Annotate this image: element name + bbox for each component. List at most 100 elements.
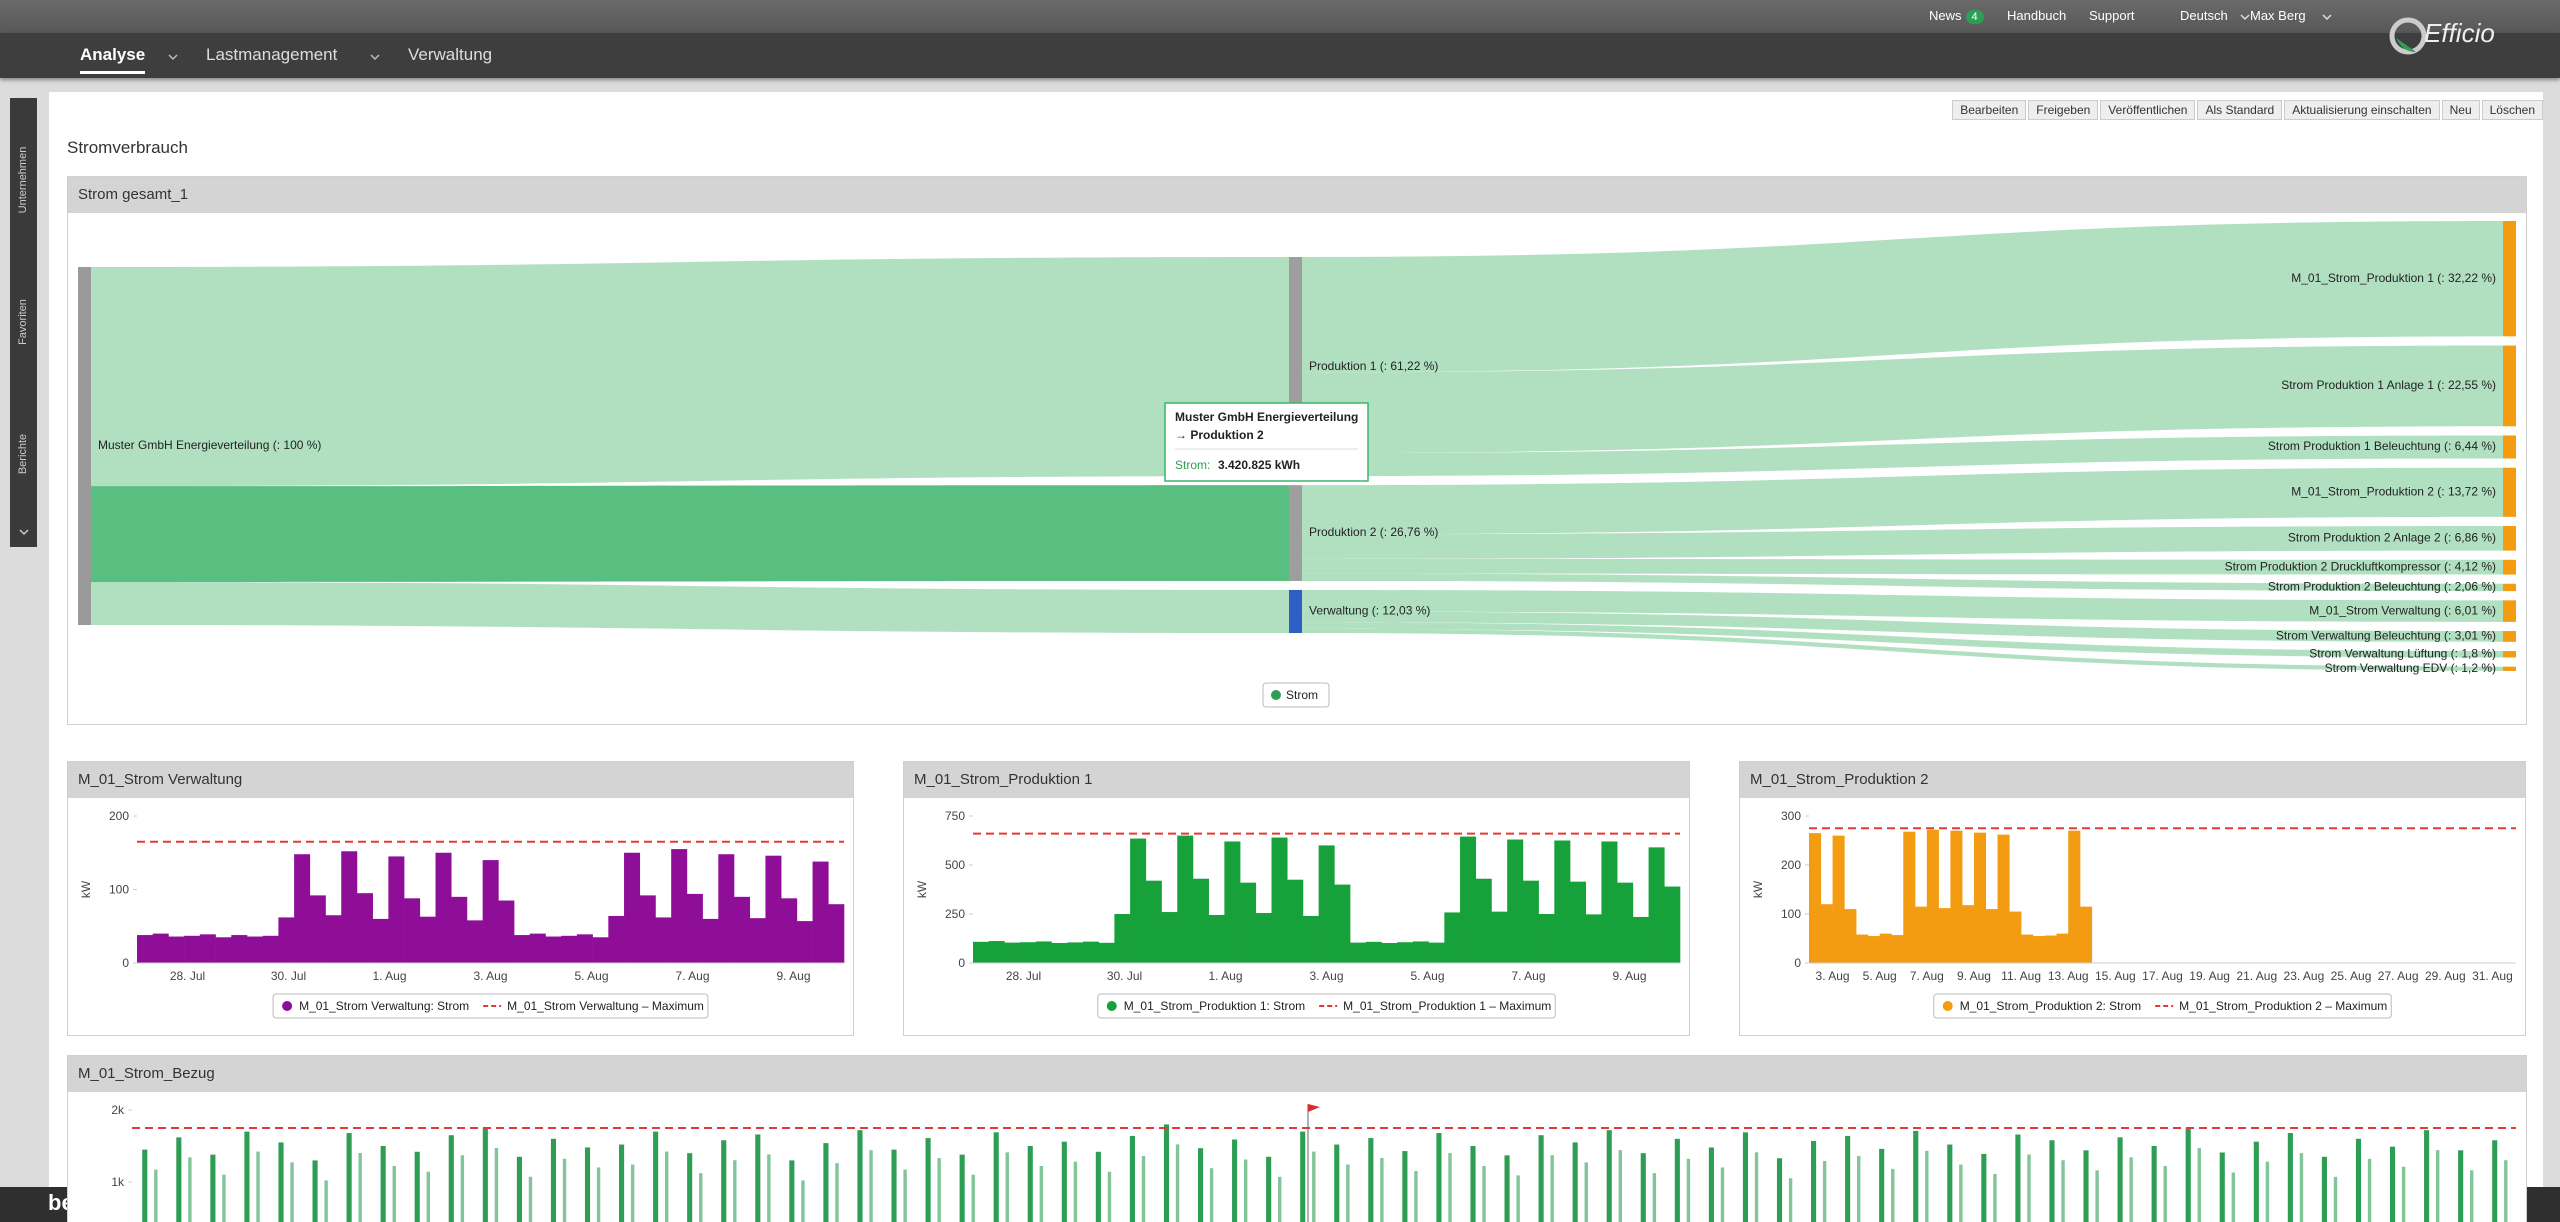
sankey-node: [2503, 221, 2516, 337]
bar-shadow: [1686, 1158, 1691, 1222]
node-label: Strom Verwaltung EDV (: 1,2 %): [2325, 661, 2496, 675]
toolbar-button[interactable]: Als Standard: [2197, 100, 2283, 120]
toolbar-button[interactable]: Neu: [2441, 100, 2480, 120]
bar: [152, 933, 169, 963]
bar: [1832, 835, 1845, 963]
legend[interactable]: M_01_Strom Verwaltung: Strom M_01_Strom V…: [272, 993, 709, 1019]
bar-shadow: [1278, 1176, 1282, 1222]
bar-shadow: [2470, 1170, 2474, 1222]
caret: [2240, 14, 2250, 21]
sankey-link: [1302, 345, 2503, 454]
bar: [1368, 1138, 1374, 1222]
bar-shadow: [1380, 1158, 1384, 1222]
sankey-node: [2503, 651, 2516, 658]
bar: [1402, 1151, 1408, 1222]
bar: [749, 918, 766, 963]
panel-title: Strom gesamt_1: [68, 177, 2526, 213]
bar-shadow: [1856, 1155, 1861, 1222]
nav-item[interactable]: Analyse: [80, 45, 146, 74]
legend-label: Strom: [1286, 688, 1318, 702]
nav-item[interactable]: Verwaltung: [408, 45, 493, 64]
bar-shadow: [392, 1166, 396, 1222]
bar: [2117, 1137, 2123, 1222]
bar-shadow: [1959, 1164, 1963, 1222]
sidebar-tab[interactable]: Favoriten: [17, 299, 29, 345]
legend[interactable]: Strom: [1262, 682, 1330, 708]
sidebar-tab[interactable]: Berichte: [17, 433, 29, 475]
x-tick-label: 19. Aug: [2189, 969, 2230, 983]
bar-shadow: [1039, 1166, 1044, 1222]
sankey-link: [91, 485, 1289, 582]
bar: [608, 915, 625, 963]
toolbar-button[interactable]: Bearbeiten: [1952, 100, 2027, 120]
bar-shadow: [2401, 1166, 2406, 1222]
sankey-node: [2503, 666, 2516, 671]
bar-shadow: [562, 1158, 567, 1222]
legend[interactable]: M_01_Strom_Produktion 1: Strom M_01_Strom…: [1097, 993, 1556, 1019]
bar-shadow: [1482, 1166, 1486, 1222]
bar: [973, 941, 990, 963]
bar: [624, 852, 641, 963]
y-tick-label: 100: [109, 883, 129, 897]
bar: [1950, 830, 1963, 963]
bar: [1809, 833, 1822, 963]
sankey-node: [2503, 583, 2516, 592]
x-tick-label: 27. Aug: [2378, 969, 2419, 983]
toolbar-button[interactable]: Veröffentlichen: [2100, 100, 2196, 120]
toolbar-button[interactable]: Löschen: [2481, 100, 2543, 120]
bar: [466, 920, 483, 963]
bar-shadow: [2504, 1160, 2508, 1222]
sankey-link: [91, 257, 1289, 487]
legend-label: M_01_Strom_Produktion 1: Strom: [1124, 999, 1305, 1013]
top-link[interactable]: Handbuch: [2007, 8, 2067, 23]
y-tick-label: 500: [945, 858, 965, 872]
top-link[interactable]: Deutsch: [2180, 8, 2228, 23]
x-tick-label: 28. Jul: [1006, 969, 1041, 983]
legend-dot: [1271, 690, 1281, 700]
bar: [1640, 1153, 1646, 1222]
bar: [278, 1142, 284, 1222]
top-link[interactable]: Support: [2089, 8, 2135, 23]
legend[interactable]: M_01_Strom_Produktion 2: Strom M_01_Strom…: [1933, 993, 2392, 1019]
bar-shadow: [1073, 1161, 1078, 1222]
x-tick-label: 5. Aug: [1863, 969, 1897, 983]
bar: [823, 1143, 829, 1222]
bar: [2492, 1140, 2498, 1222]
x-tick-label: 1. Aug: [1208, 969, 1242, 983]
sidebar-tab[interactable]: Unternehmen: [17, 146, 29, 214]
chart-panel: M_01_Strom_Produktion 2 kW 0 100 200 300 3. Au…: [1739, 761, 2526, 1036]
bar: [2287, 1133, 2293, 1222]
node-label: M_01_Strom_Produktion 1 (: 32,22 %): [2291, 271, 2496, 285]
news-link[interactable]: News 4: [1929, 8, 1984, 24]
top-link[interactable]: Max Berg: [2250, 8, 2306, 23]
bar: [1061, 1141, 1067, 1222]
bar: [1708, 1147, 1714, 1222]
bar: [1287, 879, 1304, 963]
chart-panel: M_01_Strom_Produktion 1 kW 0 250 500 750 28. J…: [903, 761, 1690, 1036]
x-tick-label: 7. Aug: [1910, 969, 1944, 983]
y-tick-label: 750: [945, 809, 965, 823]
legend-label: M_01_Strom Verwaltung: Strom: [299, 999, 469, 1013]
logo: Efficio: [2388, 14, 2528, 58]
sankey-node: [2503, 631, 2516, 642]
legend-label: M_01_Strom_Produktion 2 – Maximum: [2179, 999, 2387, 1013]
time-chart: kW 0 100 200 300 3. Aug 5. Aug 7. Aug 9. Aug 11. …: [1751, 809, 2516, 1019]
bar-shadow: [528, 1176, 533, 1222]
bar: [514, 935, 531, 963]
bar: [388, 856, 405, 963]
toolbar-button[interactable]: Freigeben: [2028, 100, 2099, 120]
bar: [2253, 1141, 2259, 1222]
bar: [419, 916, 436, 963]
toolbar-button[interactable]: Aktualisierung einschalten: [2284, 100, 2440, 120]
bar: [262, 935, 279, 963]
y-tick-label: 1k: [111, 1175, 125, 1189]
bar: [176, 1137, 182, 1222]
bar: [584, 1147, 591, 1222]
bar: [294, 854, 311, 963]
tooltip-subtitle: → Produktion 2: [1175, 428, 1264, 442]
x-tick-label: 9. Aug: [1957, 969, 1991, 983]
nav-item[interactable]: Lastmanagement: [206, 45, 338, 64]
x-tick-label: 5. Aug: [574, 969, 608, 983]
bar-shadow: [1175, 1144, 1180, 1222]
bar: [1507, 839, 1524, 963]
